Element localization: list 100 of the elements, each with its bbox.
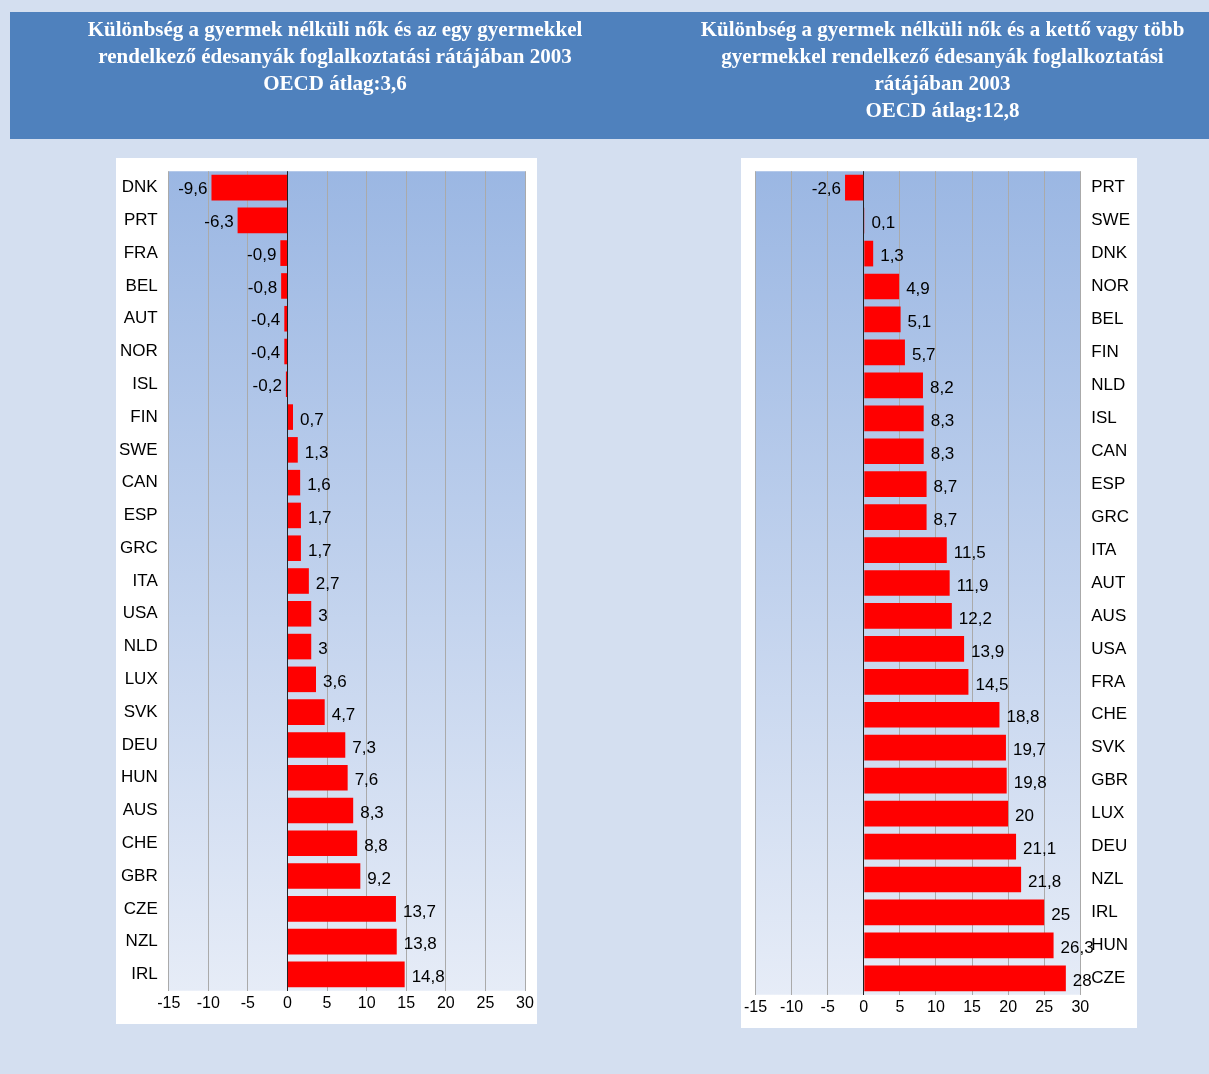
y-tick-label: ITA xyxy=(132,570,159,590)
data-label: 20 xyxy=(1015,806,1035,826)
bar xyxy=(864,668,969,695)
bar xyxy=(287,830,358,857)
y-tick-label: NZL xyxy=(125,931,158,951)
y-tick-label: BEL xyxy=(1091,309,1124,329)
x-tick-label: 0 xyxy=(859,997,869,1015)
x-tick-label: -5 xyxy=(240,993,256,1011)
bar xyxy=(287,601,312,627)
data-label: 3 xyxy=(318,639,328,659)
x-tick-label: 15 xyxy=(963,997,982,1015)
bar xyxy=(864,438,924,465)
bar xyxy=(287,502,301,529)
x-tick-label: -10 xyxy=(780,997,804,1015)
bar xyxy=(864,570,950,596)
bar xyxy=(864,306,901,333)
chart-title: Különbség a gyermek nélküli nők és az egy gyermekkel rendelkező édesanyák foglalkoztatási rátájában 2003 xyxy=(86,16,584,70)
y-tick-label: CAN xyxy=(121,472,158,492)
bar xyxy=(864,372,923,399)
x-tick-label: 25 xyxy=(1035,997,1054,1015)
bar xyxy=(864,833,1017,860)
y-tick-label: LUX xyxy=(1091,803,1125,823)
data-label: 13,8 xyxy=(403,934,437,954)
data-label: -0,4 xyxy=(251,310,281,330)
data-label: 9,2 xyxy=(367,868,391,888)
x-tick-label: 10 xyxy=(357,993,376,1011)
y-tick-label: AUT xyxy=(1091,572,1126,592)
bar xyxy=(864,537,947,563)
data-label: -6,3 xyxy=(204,212,234,232)
bar xyxy=(284,305,287,332)
data-label: 7,3 xyxy=(352,737,376,757)
y-tick-label: BEL xyxy=(125,275,158,295)
data-label: 13,7 xyxy=(402,901,437,921)
bar xyxy=(864,767,1007,794)
bar xyxy=(287,764,348,791)
data-label: 8,8 xyxy=(364,835,388,855)
data-label: 1,6 xyxy=(307,475,331,495)
y-tick-label: SWE xyxy=(118,439,158,459)
bar xyxy=(864,405,924,432)
data-label: 21,1 xyxy=(1023,839,1057,859)
x-tick-label: 25 xyxy=(476,993,495,1011)
data-label: 8,2 xyxy=(929,378,954,398)
y-tick-label: AUS xyxy=(122,800,158,820)
bar xyxy=(864,899,1045,926)
bar xyxy=(864,866,1022,893)
bar xyxy=(864,965,1066,992)
x-tick-label: -15 xyxy=(744,997,768,1015)
bar xyxy=(864,701,1000,728)
y-tick-label: LUX xyxy=(124,669,158,689)
chart-title: Különbség a gyermek nélküli nők és a kettő vagy több gyermekkel rendelkező édesanyák foglalkoztatási rátájában 2003 xyxy=(699,16,1186,97)
y-tick-label: DEU xyxy=(1091,836,1128,856)
data-label: -2,6 xyxy=(811,179,842,199)
data-label: 8,3 xyxy=(360,803,384,823)
bar xyxy=(287,699,325,725)
y-tick-label: PRT xyxy=(124,210,158,230)
y-tick-label: GBR xyxy=(120,865,158,885)
x-tick-label: 15 xyxy=(397,993,416,1011)
data-label: -0,9 xyxy=(247,244,277,264)
bar xyxy=(864,240,874,267)
y-tick-label: USA xyxy=(1091,638,1127,658)
data-label: 14,5 xyxy=(975,674,1009,694)
data-label: 11,5 xyxy=(953,542,986,562)
y-tick-label: FIN xyxy=(130,406,158,426)
bar xyxy=(287,469,301,496)
y-tick-label: ISL xyxy=(132,373,158,393)
bar xyxy=(211,174,287,201)
bar xyxy=(287,928,397,955)
x-tick-label: 20 xyxy=(999,997,1018,1015)
data-label: 1,3 xyxy=(304,442,329,462)
y-tick-label: NOR xyxy=(1091,276,1130,296)
y-tick-label: ESP xyxy=(123,505,158,525)
bar xyxy=(864,636,965,662)
y-tick-label: DNK xyxy=(1091,243,1128,263)
bar xyxy=(287,732,346,758)
y-tick-label: GRC xyxy=(119,537,158,557)
data-label: 18,8 xyxy=(1006,707,1040,727)
y-tick-label: CZE xyxy=(123,898,158,918)
y-tick-label: CAN xyxy=(1091,440,1128,460)
data-label: 13,9 xyxy=(971,641,1005,661)
bar xyxy=(864,800,1009,827)
y-tick-label: AUS xyxy=(1091,605,1127,625)
data-label: 7,6 xyxy=(354,770,379,790)
data-label: -0,2 xyxy=(252,375,282,395)
chart-subtitle: OECD átlag:3,6 xyxy=(262,70,408,97)
bar xyxy=(864,932,1054,959)
data-label: 19,8 xyxy=(1013,773,1047,793)
y-tick-label: IRL xyxy=(131,964,158,984)
y-tick-label: PRT xyxy=(1091,177,1125,197)
y-tick-label: SWE xyxy=(1091,210,1131,230)
bar xyxy=(287,896,396,922)
y-tick-label: ITA xyxy=(1091,539,1118,559)
data-label: 21,8 xyxy=(1028,872,1062,892)
y-tick-label: HUN xyxy=(120,767,158,787)
bar xyxy=(287,633,312,660)
y-tick-label: FRA xyxy=(123,242,159,262)
data-label: 12,2 xyxy=(958,608,992,628)
y-tick-label: CHE xyxy=(1091,704,1128,724)
bar xyxy=(864,273,900,300)
bar xyxy=(237,207,287,234)
data-label: 4,7 xyxy=(331,704,356,724)
